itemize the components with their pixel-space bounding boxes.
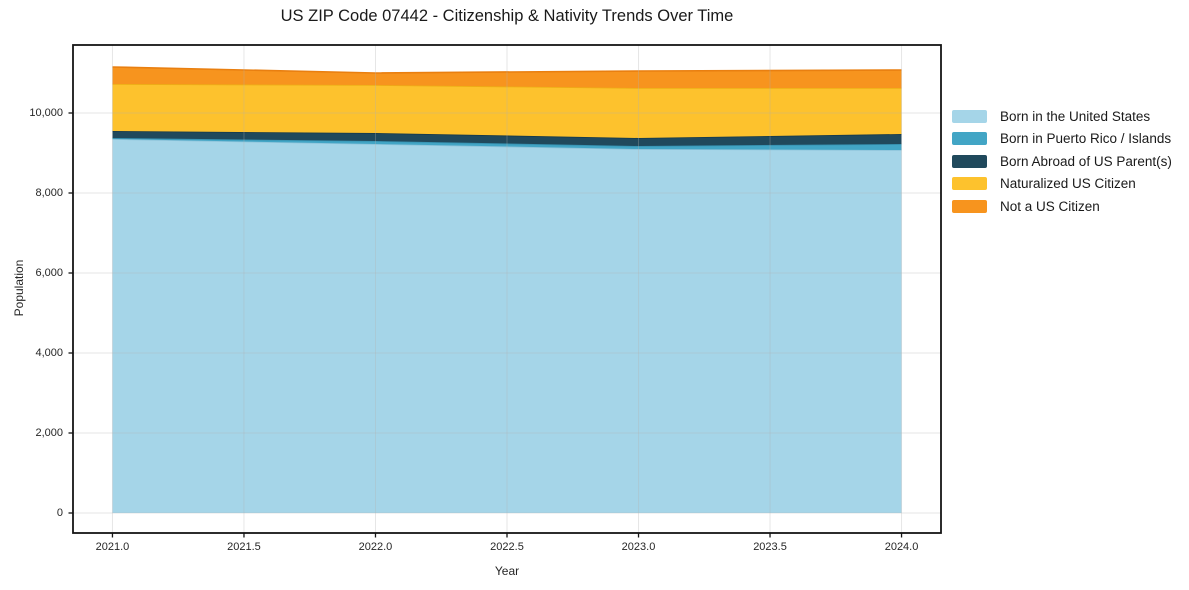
x-tick-label: 2022.5 bbox=[490, 541, 524, 553]
legend-swatch-icon bbox=[952, 132, 987, 146]
x-tick-label: 2023.5 bbox=[753, 541, 787, 553]
area-born-abroad-of-us-parent-s- bbox=[112, 131, 902, 146]
y-axis-label: Population bbox=[12, 259, 26, 317]
legend-label: Naturalized US Citizen bbox=[1000, 176, 1136, 192]
x-tick-label: 2021.5 bbox=[227, 541, 261, 553]
x-tick-label: 2024.0 bbox=[884, 541, 919, 553]
legend-item: Born in the United States bbox=[952, 105, 1172, 128]
x-tick-label: 2022.0 bbox=[358, 541, 393, 553]
legend-item: Born in Puerto Rico / Islands bbox=[952, 128, 1172, 151]
y-tick-label: 4,000 bbox=[35, 346, 63, 359]
legend-label: Born Abroad of US Parent(s) bbox=[1000, 153, 1172, 169]
y-tick-label: 10,000 bbox=[29, 106, 63, 119]
chart-title: US ZIP Code 07442 - Citizenship & Nativi… bbox=[280, 7, 734, 25]
y-tick-label: 2,000 bbox=[35, 426, 63, 439]
x-tick-label: 2021.0 bbox=[95, 541, 130, 553]
area-edge bbox=[112, 66, 902, 74]
x-tick-label: 2023.0 bbox=[621, 541, 656, 553]
x-axis-label: Year bbox=[494, 564, 520, 578]
area-naturalized-us-citizen bbox=[112, 84, 902, 138]
legend-swatch-icon bbox=[952, 154, 987, 168]
legend-label: Born in Puerto Rico / Islands bbox=[1000, 131, 1172, 147]
y-tick-label: 0 bbox=[56, 506, 63, 519]
legend-swatch-icon bbox=[952, 109, 987, 123]
y-tick-label: 8,000 bbox=[35, 186, 63, 199]
legend-label: Born in the United States bbox=[1000, 108, 1151, 124]
legend-label: Not a US Citizen bbox=[1000, 198, 1100, 214]
legend-item: Not a US Citizen bbox=[952, 195, 1172, 218]
legend-item: Naturalized US Citizen bbox=[952, 173, 1172, 196]
legend-item: Born Abroad of US Parent(s) bbox=[952, 150, 1172, 173]
legend-swatch-icon bbox=[952, 177, 987, 191]
legend: Born in the United States Born in Puerto … bbox=[952, 105, 1172, 218]
y-tick-label: 6,000 bbox=[35, 266, 63, 279]
area-born-in-the-united-states bbox=[112, 139, 902, 513]
legend-swatch-icon bbox=[952, 199, 987, 213]
